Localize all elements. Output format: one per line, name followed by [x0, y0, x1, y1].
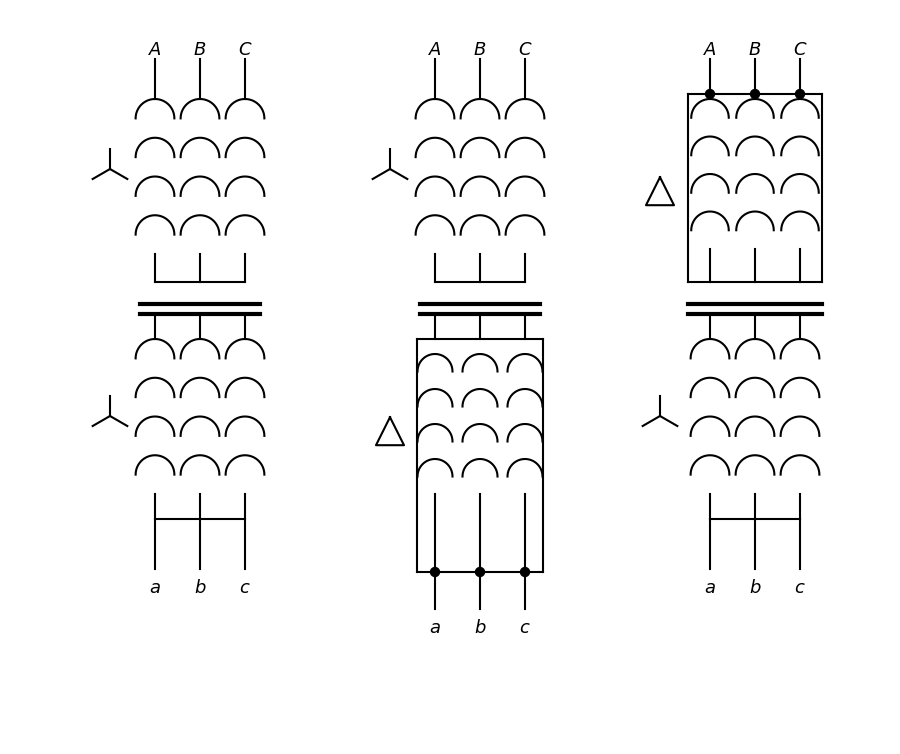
- Text: $b$: $b$: [749, 579, 761, 597]
- Text: $A$: $A$: [148, 41, 162, 59]
- Text: $B$: $B$: [749, 41, 761, 59]
- Circle shape: [430, 568, 439, 577]
- Text: $A$: $A$: [703, 41, 717, 59]
- Text: $c$: $c$: [794, 579, 806, 597]
- Circle shape: [520, 568, 529, 577]
- Text: $C$: $C$: [793, 41, 807, 59]
- Text: $B$: $B$: [194, 41, 207, 59]
- Text: $C$: $C$: [518, 41, 532, 59]
- Circle shape: [751, 90, 760, 99]
- Text: $b$: $b$: [473, 619, 486, 637]
- Text: $A$: $A$: [428, 41, 442, 59]
- Text: $C$: $C$: [238, 41, 252, 59]
- Text: $B$: $B$: [473, 41, 487, 59]
- Text: $a$: $a$: [149, 579, 161, 597]
- Circle shape: [706, 90, 715, 99]
- Text: $c$: $c$: [519, 619, 531, 637]
- Text: $b$: $b$: [194, 579, 206, 597]
- Circle shape: [796, 90, 805, 99]
- Text: $c$: $c$: [239, 579, 251, 597]
- Text: $a$: $a$: [429, 619, 441, 637]
- Circle shape: [475, 568, 484, 577]
- Text: $a$: $a$: [704, 579, 716, 597]
